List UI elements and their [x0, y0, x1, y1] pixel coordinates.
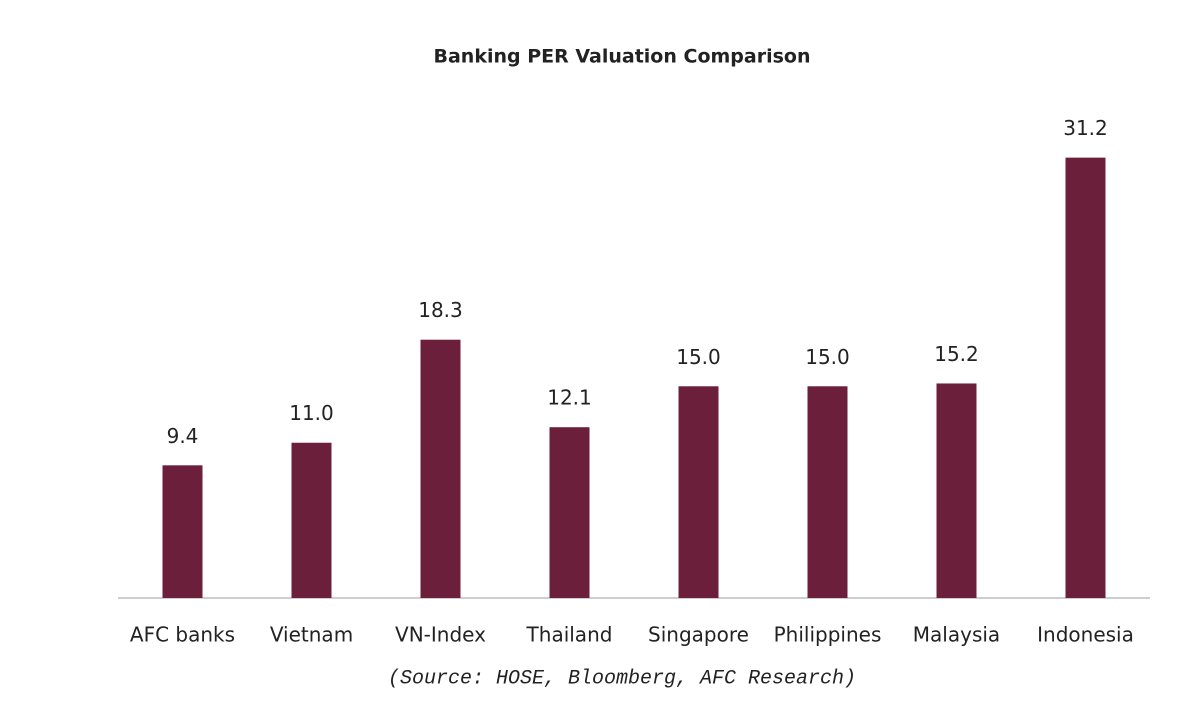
bar — [936, 383, 977, 598]
x-tick-label: Vietnam — [270, 623, 353, 647]
data-label: 12.1 — [547, 386, 592, 410]
bar — [549, 427, 590, 598]
x-tick-label: Malaysia — [913, 623, 1000, 647]
source-note: (Source: HOSE, Bloomberg, AFC Research) — [388, 667, 856, 690]
bar — [162, 465, 203, 598]
data-label: 15.2 — [934, 342, 979, 366]
x-tick-label: Singapore — [648, 623, 749, 647]
bar — [1065, 157, 1106, 599]
data-label: 31.2 — [1063, 116, 1108, 140]
x-tick-label: Indonesia — [1037, 623, 1134, 647]
x-tick-label: AFC banks — [130, 623, 235, 647]
chart-title: Banking PER Valuation Comparison — [434, 46, 811, 68]
x-tick-label: VN-Index — [395, 623, 486, 647]
bar — [291, 442, 332, 598]
x-tick-label: Thailand — [526, 623, 613, 647]
data-label: 9.4 — [167, 424, 199, 448]
data-label: 15.0 — [676, 345, 721, 369]
bar — [678, 386, 719, 598]
bar — [420, 339, 461, 598]
data-label: 15.0 — [805, 345, 850, 369]
bar — [807, 386, 848, 598]
x-tick-label: Philippines — [774, 623, 882, 647]
data-label: 18.3 — [418, 298, 463, 322]
data-label: 11.0 — [289, 401, 334, 425]
